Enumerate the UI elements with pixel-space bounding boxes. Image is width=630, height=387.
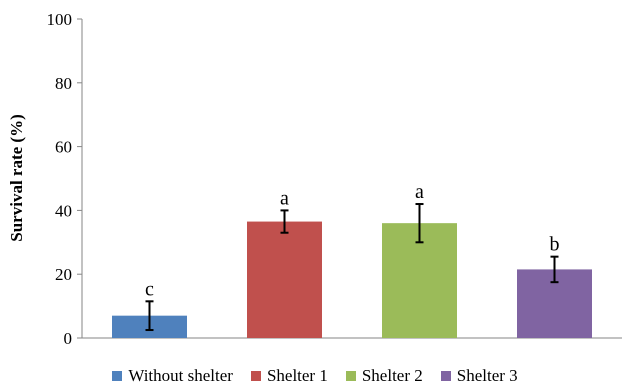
y-tick-label: 0 bbox=[64, 329, 73, 348]
y-tick-label: 20 bbox=[55, 265, 72, 284]
y-tick-labels: 0 20 40 60 80 100 bbox=[47, 10, 73, 348]
significance-label: b bbox=[550, 234, 560, 256]
y-tick-label: 80 bbox=[55, 74, 72, 93]
legend-item: Without shelter bbox=[112, 365, 233, 387]
legend-swatch bbox=[440, 371, 451, 381]
legend: Without shelter Shelter 1 Shelter 2 Shelter… bbox=[0, 365, 630, 387]
legend-label: Shelter 2 bbox=[361, 366, 423, 385]
legend-swatch bbox=[112, 371, 123, 381]
legend-item: Shelter 1 bbox=[250, 365, 328, 387]
significance-label: c bbox=[145, 278, 154, 300]
legend-item: Shelter 3 bbox=[440, 365, 518, 387]
y-tick-label: 60 bbox=[55, 138, 72, 157]
y-axis-title: Survival rate (%) bbox=[7, 114, 26, 241]
legend-label: Shelter 3 bbox=[456, 366, 518, 385]
bar bbox=[247, 221, 322, 338]
bars: c a a b bbox=[112, 181, 592, 338]
legend-swatch bbox=[250, 371, 261, 381]
legend-swatch bbox=[345, 371, 356, 381]
legend-label: Shelter 1 bbox=[266, 366, 328, 385]
y-tick-label: 100 bbox=[47, 10, 73, 29]
legend-item: Shelter 2 bbox=[345, 365, 423, 387]
significance-label: a bbox=[280, 187, 289, 209]
legend-label: Without shelter bbox=[128, 366, 233, 385]
significance-label: a bbox=[415, 181, 424, 203]
y-tick-label: 40 bbox=[55, 201, 72, 220]
